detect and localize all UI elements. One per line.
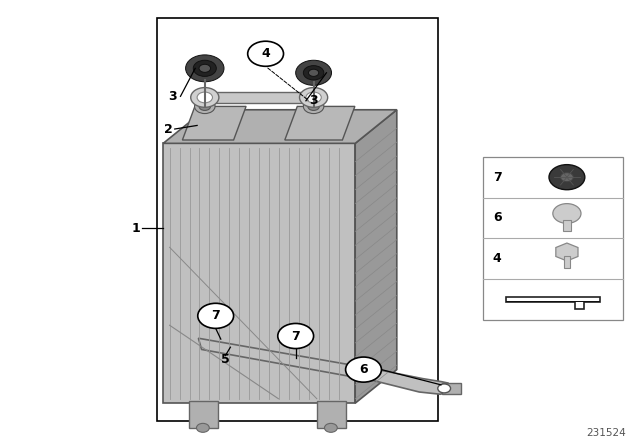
Circle shape	[199, 65, 211, 73]
FancyBboxPatch shape	[483, 157, 623, 320]
FancyBboxPatch shape	[563, 220, 571, 232]
FancyBboxPatch shape	[163, 143, 355, 403]
Circle shape	[278, 323, 314, 349]
Polygon shape	[506, 297, 600, 310]
Text: 4: 4	[493, 252, 502, 265]
FancyBboxPatch shape	[317, 401, 346, 428]
Circle shape	[195, 99, 215, 114]
Circle shape	[248, 41, 284, 66]
Circle shape	[196, 423, 209, 432]
Circle shape	[197, 92, 212, 103]
Text: 6: 6	[359, 363, 368, 376]
Text: 7: 7	[211, 309, 220, 323]
Circle shape	[193, 60, 216, 77]
Polygon shape	[205, 92, 314, 103]
Polygon shape	[355, 110, 397, 403]
Polygon shape	[556, 243, 578, 261]
Text: 231524: 231524	[586, 428, 626, 438]
Circle shape	[346, 357, 381, 382]
Circle shape	[199, 103, 211, 111]
FancyBboxPatch shape	[564, 256, 570, 268]
Circle shape	[553, 204, 581, 224]
Text: 4: 4	[261, 47, 270, 60]
Polygon shape	[285, 107, 355, 140]
Circle shape	[324, 423, 337, 432]
Polygon shape	[442, 383, 461, 394]
Circle shape	[561, 173, 573, 182]
Circle shape	[198, 303, 234, 328]
Circle shape	[308, 103, 319, 111]
Circle shape	[191, 88, 219, 108]
FancyBboxPatch shape	[157, 18, 438, 421]
Circle shape	[438, 384, 451, 393]
Circle shape	[296, 60, 332, 86]
Circle shape	[186, 55, 224, 82]
Text: 2: 2	[164, 122, 173, 136]
Circle shape	[549, 165, 585, 190]
Text: 7: 7	[291, 329, 300, 343]
Text: 3: 3	[309, 94, 318, 108]
Polygon shape	[506, 301, 600, 302]
Circle shape	[306, 92, 321, 103]
FancyBboxPatch shape	[189, 401, 218, 428]
Text: 1: 1	[131, 222, 140, 235]
Text: 3: 3	[168, 90, 177, 103]
Text: 5: 5	[221, 353, 230, 366]
Polygon shape	[198, 338, 448, 394]
Polygon shape	[182, 107, 246, 140]
Circle shape	[300, 88, 328, 108]
Circle shape	[308, 69, 319, 77]
Circle shape	[303, 66, 324, 80]
Circle shape	[303, 99, 324, 114]
Text: 7: 7	[493, 171, 502, 184]
Text: 6: 6	[493, 211, 502, 224]
Polygon shape	[163, 110, 397, 143]
